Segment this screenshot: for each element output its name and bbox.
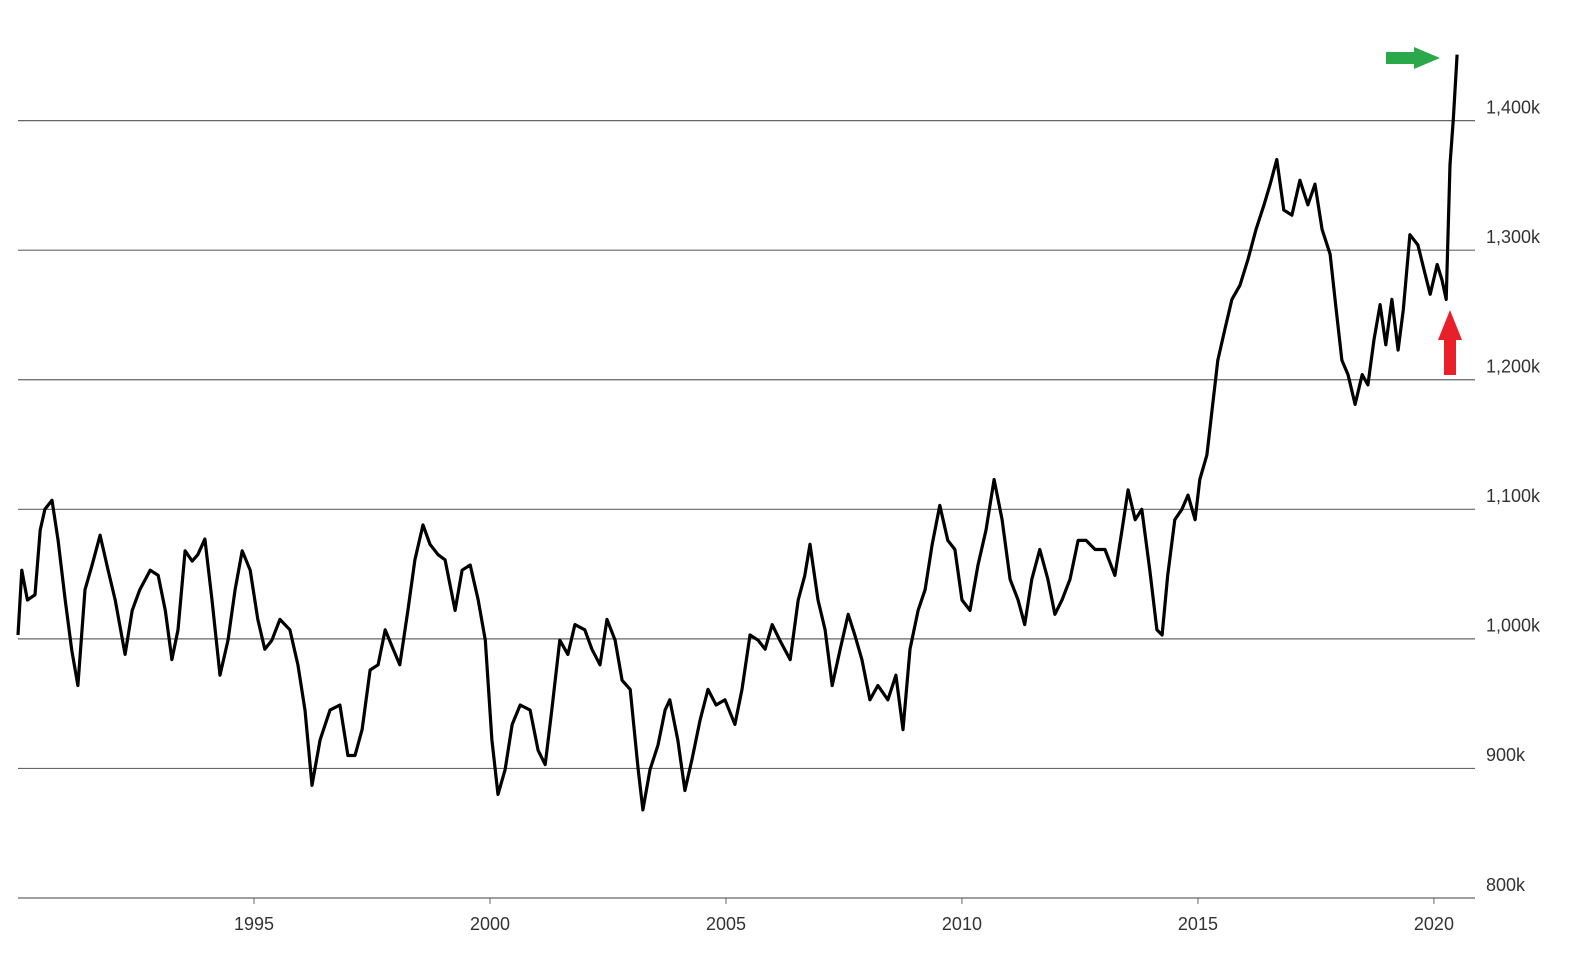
y-tick-label: 1,200k bbox=[1486, 357, 1541, 377]
x-tick-label: 2005 bbox=[706, 914, 746, 934]
red-arrow bbox=[1438, 310, 1462, 375]
y-tick-label: 1,400k bbox=[1486, 97, 1541, 117]
x-tick-label: 2000 bbox=[470, 914, 510, 934]
x-tick-label: 2015 bbox=[1178, 914, 1218, 934]
x-tick-label: 2010 bbox=[942, 914, 982, 934]
x-tick-label: 1995 bbox=[234, 914, 274, 934]
y-tick-label: 1,000k bbox=[1486, 616, 1541, 636]
y-tick-label: 900k bbox=[1486, 745, 1526, 765]
y-tick-label: 1,100k bbox=[1486, 486, 1541, 506]
line-series bbox=[16, 54, 1459, 812]
green-arrow bbox=[1386, 47, 1440, 69]
y-tick-label: 800k bbox=[1486, 875, 1526, 895]
y-tick-label: 1,300k bbox=[1486, 227, 1541, 247]
x-tick-label: 2020 bbox=[1414, 914, 1454, 934]
